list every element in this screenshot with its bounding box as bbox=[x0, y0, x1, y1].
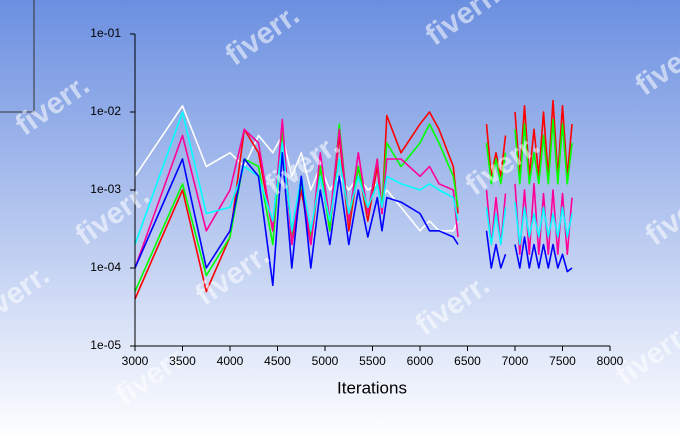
x-tick-label: 5000 bbox=[312, 354, 339, 368]
x-tick-label: 3000 bbox=[122, 354, 149, 368]
series-line bbox=[134, 111, 573, 246]
x-tick-label: 3500 bbox=[169, 354, 196, 368]
x-tick-label: 7500 bbox=[549, 354, 576, 368]
legend-box bbox=[0, 0, 35, 113]
x-tick-label: 5500 bbox=[359, 354, 386, 368]
x-tick-label: 7000 bbox=[502, 354, 529, 368]
plot-area bbox=[134, 99, 573, 300]
x-tick-label: 8000 bbox=[597, 354, 624, 368]
y-tick-label: 1e-01 bbox=[90, 26, 121, 40]
y-tick-label: 1e-04 bbox=[90, 260, 121, 274]
x-tick-label: 4500 bbox=[264, 354, 291, 368]
series-line bbox=[134, 152, 573, 287]
x-tick-label: 6500 bbox=[454, 354, 481, 368]
x-axis-label: Iterations bbox=[337, 378, 407, 397]
y-tick-label: 1e-05 bbox=[90, 338, 121, 352]
x-tick-label: 6000 bbox=[407, 354, 434, 368]
y-tick-label: 1e-03 bbox=[90, 182, 121, 196]
x-tick-label: 4000 bbox=[217, 354, 244, 368]
y-tick-label: 1e-02 bbox=[90, 104, 121, 118]
